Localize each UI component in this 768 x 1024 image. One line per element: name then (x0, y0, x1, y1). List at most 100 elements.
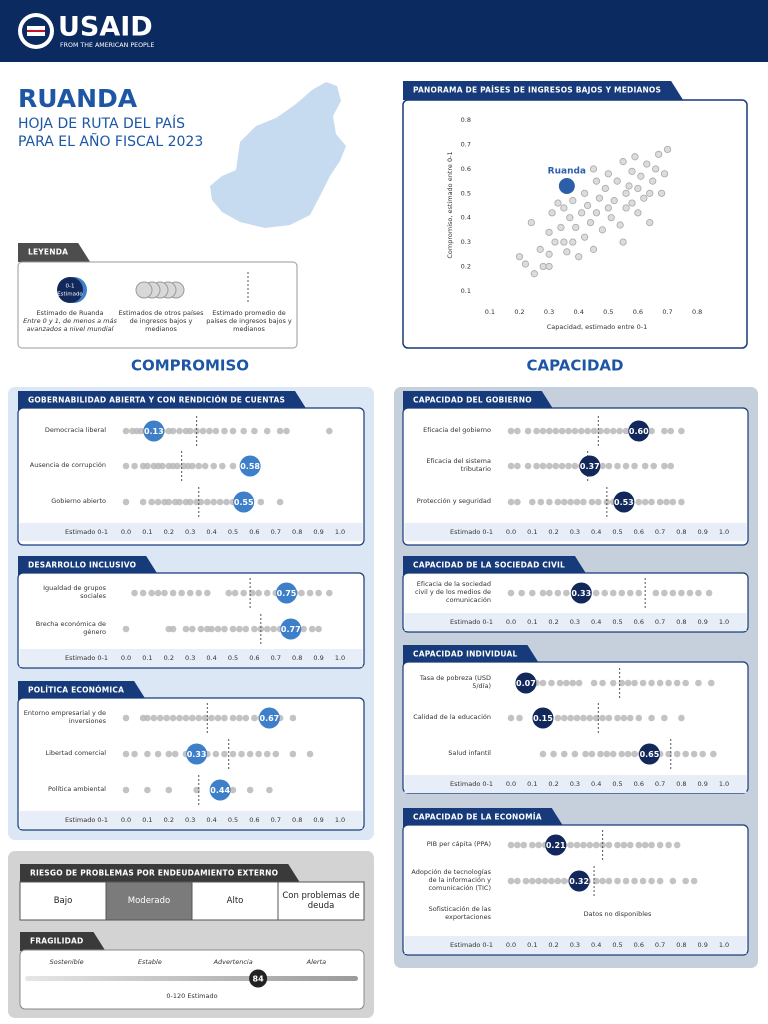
section-tab (403, 81, 684, 100)
other-country-dot (575, 679, 583, 687)
other-country-dot (618, 589, 626, 597)
other-country-dot (174, 462, 181, 470)
legend-caption: Estimados de otros países de ingresos ba… (118, 309, 204, 333)
legend-caption: Estimado de Ruanda (36, 309, 104, 317)
other-country-dot (246, 750, 254, 758)
x-tick-label: 0.5 (603, 308, 613, 316)
other-country-dot (560, 750, 568, 758)
risk-level-label: Bajo (53, 895, 73, 906)
other-point (557, 223, 565, 232)
other-country-dot (599, 714, 606, 722)
other-country-dot (159, 462, 166, 470)
other-country-dot (622, 877, 630, 885)
other-country-dot (507, 877, 515, 885)
point-label: Ruanda (548, 167, 586, 177)
other-country-dot (573, 498, 581, 506)
other-country-dot (507, 841, 515, 849)
section-tab (403, 645, 540, 664)
other-country-dot (710, 750, 717, 758)
other-point (548, 209, 556, 217)
other-country-dot (648, 714, 655, 722)
other-country-dot (665, 841, 672, 849)
other-country-dot (673, 679, 681, 687)
other-country-dot (656, 679, 664, 687)
other-country-dot (650, 462, 658, 470)
other-country-dot (573, 841, 581, 849)
other-country-dot (546, 589, 553, 597)
x-tick-label: 0.3 (185, 816, 195, 824)
x-tick-label: 0.7 (271, 654, 281, 662)
row-label: Ausencia de corrupción (29, 461, 106, 470)
x-tick-label: 0.0 (121, 528, 131, 536)
other-country-dot (246, 786, 254, 794)
legend-marker-text: 0-1 (66, 284, 75, 290)
other-country-dot (212, 427, 220, 435)
other-country-dot (648, 841, 655, 849)
section-tab-title: CAPACIDAD INDIVIDUAL (413, 650, 517, 659)
legend-marker (57, 277, 83, 303)
section-tab (403, 391, 554, 410)
row-label: Libertad comercial (45, 749, 106, 758)
other-point (657, 189, 666, 197)
other-country-dot (507, 714, 515, 722)
other-country-dot (210, 498, 218, 506)
other-country-dot (193, 427, 200, 435)
x-tick-label: 0.6 (249, 528, 259, 536)
other-point (619, 238, 627, 246)
axis-label: Estimado 0-1 (65, 528, 108, 536)
other-country-dot (169, 427, 177, 435)
other-country-dot (507, 498, 515, 506)
other-country-dot (631, 679, 638, 687)
country-dot (570, 582, 592, 604)
other-country-dot (535, 877, 542, 885)
other-point (637, 172, 645, 180)
other-country-dot (648, 679, 655, 687)
other-country-dot (567, 841, 574, 849)
other-country-dot (548, 679, 555, 687)
axis-label: Estimado 0-1 (450, 618, 493, 626)
x-tick-label: 0.7 (271, 528, 281, 536)
row-label: Sofisticación de las exportaciones (428, 905, 491, 921)
fragility-value: 84 (253, 975, 265, 984)
other-country-dot (567, 498, 574, 506)
fragility-level: Advertencia (213, 958, 253, 966)
other-country-dot (242, 625, 250, 633)
other-country-dot (648, 877, 655, 885)
x-tick-label: 0.2 (548, 528, 558, 536)
x-tick-label: 0.9 (313, 654, 323, 662)
other-country-dot (204, 498, 211, 506)
other-country-dot (614, 877, 621, 885)
other-country-dot (609, 750, 617, 758)
other-country-dot (605, 841, 613, 849)
section-tab-title: FRAGILIDAD (30, 937, 83, 946)
country-dot (613, 491, 635, 513)
x-tick-label: 0.4 (206, 528, 216, 536)
other-country-dot (507, 589, 515, 597)
other-point (628, 199, 636, 207)
other-country-dot (678, 714, 685, 722)
other-country-dot (255, 589, 262, 597)
value-label: 0.37 (580, 462, 600, 471)
other-country-dot (169, 589, 177, 597)
other-country-dot (156, 714, 164, 722)
other-country-dot (541, 877, 549, 885)
other-country-dot (178, 589, 185, 597)
x-tick-label: 1.0 (335, 528, 345, 536)
row-label: Protección y seguridad (416, 497, 491, 506)
country-dot (545, 834, 567, 856)
other-country-dot (257, 498, 265, 506)
other-country-dot (182, 625, 190, 633)
x-tick-label: 0.1 (527, 618, 537, 626)
other-country-dot (197, 625, 205, 633)
section-tab-title: CAPACIDAD DE LA SOCIEDAD CIVIL (413, 561, 565, 570)
row-label: Brecha económica de género (35, 620, 106, 636)
other-point (646, 218, 654, 227)
other-country-dot (186, 427, 194, 435)
x-tick-label: 0.8 (676, 528, 686, 536)
no-data-note: Datos no disponibles (584, 910, 652, 918)
other-country-dot (216, 498, 224, 506)
other-point (592, 209, 601, 217)
other-point (622, 204, 630, 212)
other-country-dot (599, 841, 606, 849)
